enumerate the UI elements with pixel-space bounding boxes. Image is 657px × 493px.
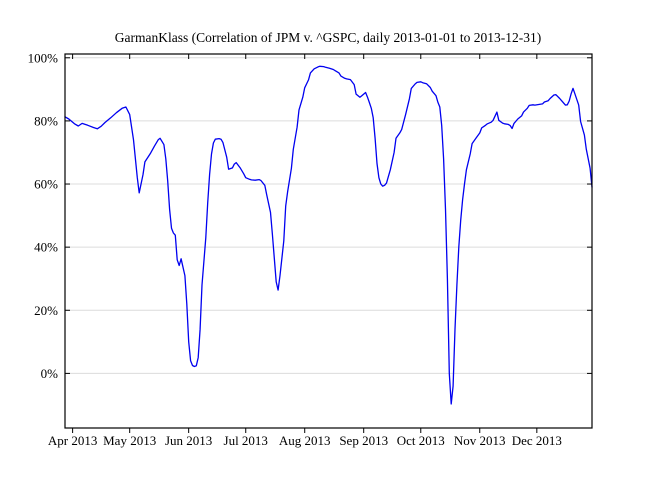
chart-title: GarmanKlass (Correlation of JPM v. ^GSPC… [115,30,542,45]
y-tick-label: 20% [34,303,58,318]
x-tick-label: Nov 2013 [454,433,506,448]
gridlines-layer [65,57,592,374]
y-tick-label: 40% [34,240,58,255]
y-tick-label: 100% [28,50,59,65]
x-tick-label: Oct 2013 [397,433,445,448]
plot-border [64,53,593,429]
x-tick-label: Jul 2013 [224,433,268,448]
series-layer [64,65,593,405]
x-tick-label: Dec 2013 [512,433,562,448]
x-tick-label: Jun 2013 [165,433,212,448]
x-tick-label: Aug 2013 [279,433,331,448]
x-tick-label: Apr 2013 [48,433,97,448]
correlation-line [64,65,593,405]
y-tick-label: 60% [34,177,58,192]
x-tick-label: May 2013 [103,433,156,448]
x-tick-label: Sep 2013 [339,433,388,448]
y-tick-label: 0% [41,366,59,381]
axes-layer [64,53,593,433]
tick-labels-layer: Apr 2013 May 2013 Jun 2013 Jul 2013 Aug 2013… [28,50,562,448]
y-tick-label: 80% [34,113,58,128]
